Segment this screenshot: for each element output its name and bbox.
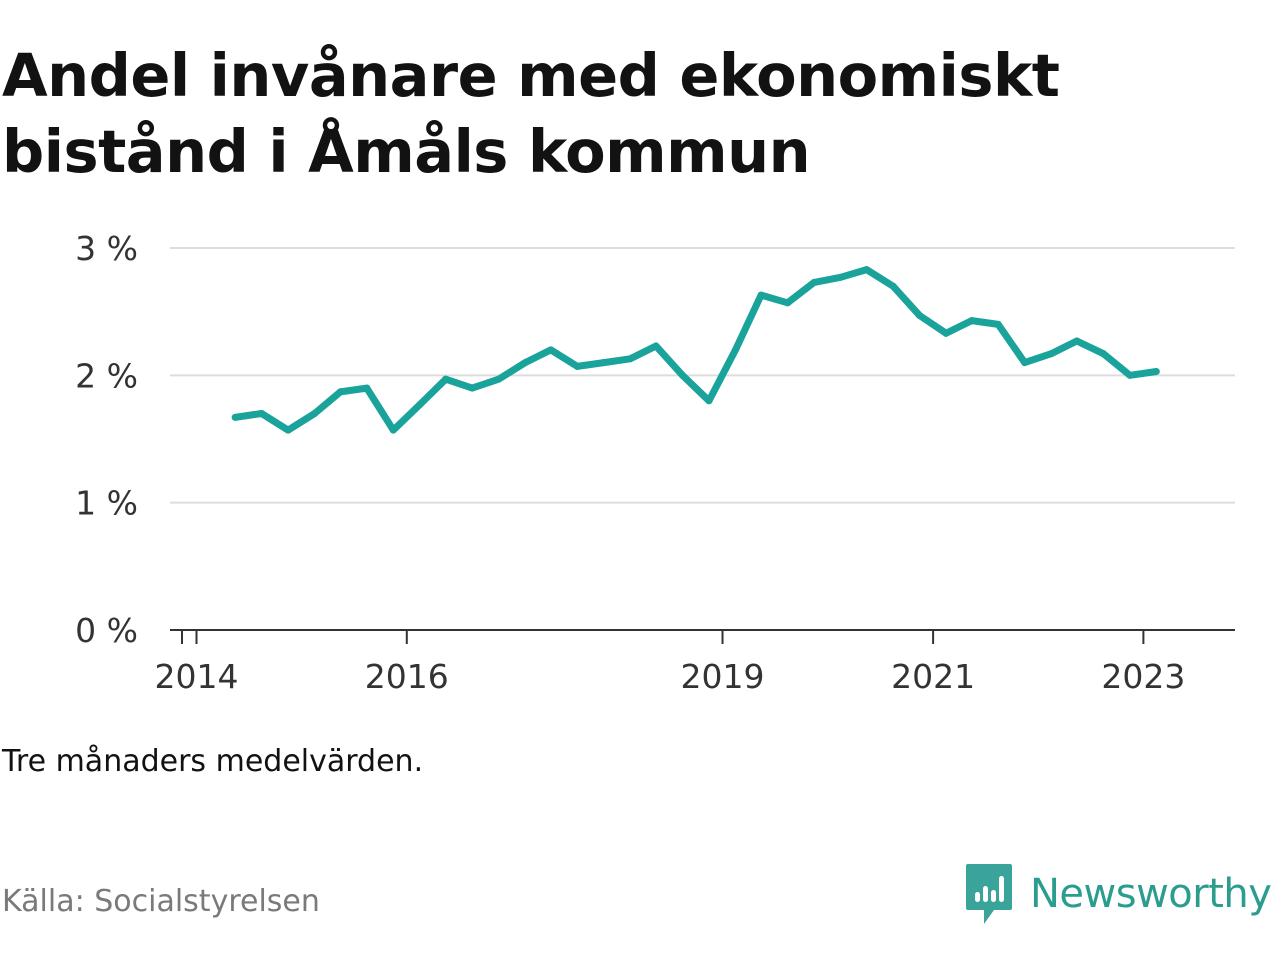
data-point [916, 311, 924, 319]
data-point [336, 388, 344, 396]
series-group [231, 266, 1160, 434]
data-point [1099, 350, 1107, 358]
data-point [468, 384, 476, 392]
x-tick-label: 2023 [1101, 657, 1185, 696]
data-point [389, 426, 397, 434]
x-tick-label: 2016 [365, 657, 449, 696]
data-point [942, 329, 950, 337]
data-point [284, 426, 292, 434]
y-tick-label: 1 % [75, 484, 138, 523]
data-point [1021, 359, 1029, 367]
data-point [1047, 350, 1055, 358]
chart-note: Tre månaders medelvärden. [2, 744, 424, 779]
y-tick-label: 3 % [75, 229, 138, 268]
data-point [1073, 337, 1081, 345]
x-tick-label: 2014 [155, 657, 239, 696]
data-point [731, 346, 739, 354]
y-gridlines [170, 247, 1235, 504]
brand-name: Newsworthy [1030, 871, 1272, 917]
data-point [1126, 371, 1134, 379]
data-point [705, 397, 713, 405]
x-tick-label: 2019 [681, 657, 765, 696]
data-point [837, 273, 845, 281]
y-axis-tick-labels: 0 % 1 % 2 % 3 % [75, 229, 138, 650]
data-point [573, 362, 581, 370]
data-point [547, 346, 555, 354]
data-point [626, 355, 634, 363]
data-point [416, 401, 424, 409]
data-point [600, 359, 608, 367]
data-point [757, 291, 765, 299]
x-axis-ticks: 2014 2016 2019 2021 2023 [155, 630, 1185, 696]
data-point [784, 299, 792, 307]
data-point [863, 266, 871, 274]
data-point [495, 375, 503, 383]
line-chart: 0 % 1 % 2 % 3 % 2014 2016 2019 2021 2023 [75, 229, 1235, 696]
data-point [258, 410, 266, 418]
data-point [968, 317, 976, 325]
y-tick-label: 0 % [75, 611, 138, 650]
y-tick-label: 2 % [75, 356, 138, 395]
data-point [442, 375, 450, 383]
data-point [311, 410, 319, 418]
data-point [521, 359, 529, 367]
data-point [678, 371, 686, 379]
chart-title: Andel invånare med ekonomiskt bistånd i … [2, 41, 1060, 186]
newsworthy-logo[interactable]: Newsworthy [964, 862, 1272, 926]
series-line [234, 266, 1157, 434]
data-point [363, 384, 371, 392]
x-tick-label: 2021 [891, 657, 975, 696]
newsworthy-chart-icon [966, 864, 1012, 924]
data-point [994, 320, 1002, 328]
data-point [889, 282, 897, 290]
data-point [231, 413, 239, 421]
data-point [1152, 368, 1160, 376]
source-label: Källa: Socialstyrelsen [2, 884, 320, 919]
data-point [652, 342, 660, 350]
data-point [810, 278, 818, 286]
